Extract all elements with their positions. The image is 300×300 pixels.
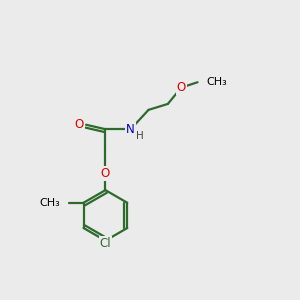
Text: H: H xyxy=(136,131,143,141)
Text: N: N xyxy=(126,123,135,136)
Text: CH₃: CH₃ xyxy=(40,198,60,208)
Text: O: O xyxy=(177,81,186,94)
Text: CH₃: CH₃ xyxy=(206,77,227,87)
Text: O: O xyxy=(74,118,84,131)
Text: Cl: Cl xyxy=(100,236,111,250)
Text: O: O xyxy=(101,167,110,180)
